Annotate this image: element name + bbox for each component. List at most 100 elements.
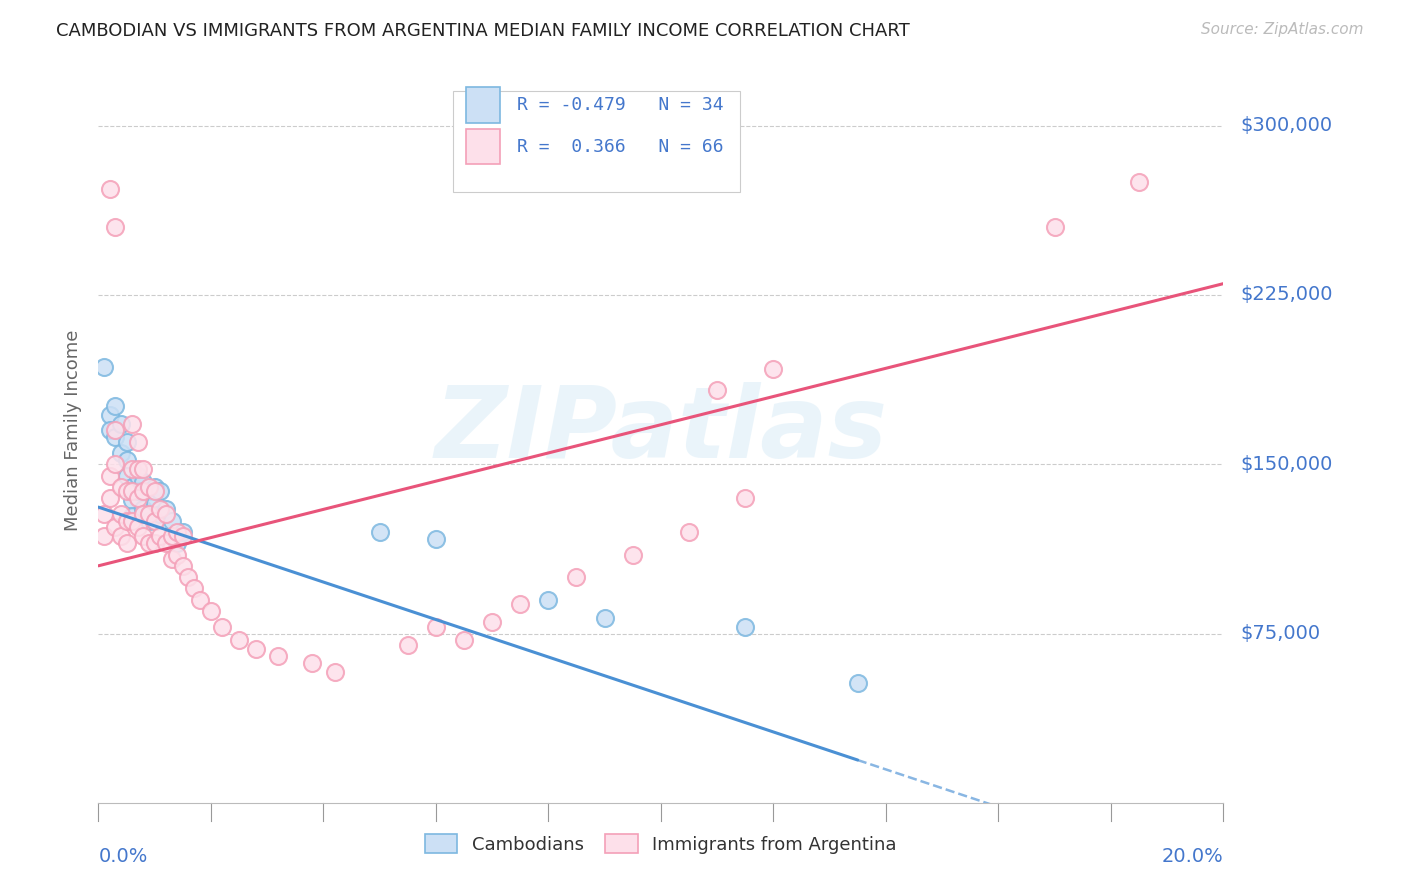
Point (110, 529, 132, 543)
Point (425, 532, 447, 546)
Point (734, 620, 756, 634)
Point (132, 484, 155, 499)
Point (132, 475, 155, 490)
Point (453, 633, 475, 648)
Point (127, 491, 149, 505)
Point (323, 665, 346, 679)
Point (368, 524, 391, 539)
Point (143, 514, 166, 528)
Point (104, 399, 127, 413)
Point (143, 480, 166, 494)
Point (127, 484, 149, 499)
Point (537, 592, 560, 607)
Point (127, 468, 149, 483)
Point (132, 502, 155, 516)
Point (138, 514, 160, 528)
Legend: Cambodians, Immigrants from Argentina: Cambodians, Immigrants from Argentina (418, 827, 904, 861)
Point (104, 423, 127, 437)
Point (98, 408, 121, 422)
Point (228, 633, 250, 648)
Point (166, 536, 188, 550)
Point (127, 520, 149, 534)
Point (149, 502, 172, 516)
Point (621, 548, 644, 562)
Point (127, 434, 149, 449)
Point (138, 507, 160, 521)
Bar (467, 128, 501, 164)
Text: $150,000: $150,000 (1240, 455, 1333, 474)
Point (593, 611, 616, 625)
Point (762, 362, 785, 376)
Point (110, 507, 132, 521)
Point (98, 182, 121, 196)
Text: 20.0%: 20.0% (1161, 847, 1223, 866)
Point (160, 529, 183, 543)
Text: $225,000: $225,000 (1240, 285, 1333, 304)
Point (138, 484, 160, 499)
Point (183, 582, 205, 596)
Point (115, 434, 138, 449)
Point (110, 417, 132, 431)
Point (143, 536, 166, 550)
Point (509, 597, 531, 611)
Point (121, 514, 143, 528)
Point (132, 462, 155, 476)
Point (1043, 220, 1066, 235)
Point (93, 529, 115, 543)
Point (115, 536, 138, 550)
Point (1128, 175, 1150, 189)
FancyBboxPatch shape (453, 92, 740, 192)
Point (267, 649, 290, 664)
Point (127, 462, 149, 476)
Point (149, 507, 172, 521)
Point (138, 536, 160, 550)
Point (155, 536, 177, 550)
Text: $300,000: $300,000 (1240, 116, 1331, 136)
Point (110, 446, 132, 460)
Point (143, 514, 166, 528)
Point (104, 520, 127, 534)
Point (143, 495, 166, 509)
Point (177, 570, 200, 584)
Point (172, 558, 194, 573)
Text: $75,000: $75,000 (1240, 624, 1320, 643)
Point (481, 615, 503, 630)
Point (98, 491, 121, 505)
Text: R =  0.366   N = 66: R = 0.366 N = 66 (517, 137, 724, 155)
Point (678, 524, 700, 539)
Point (104, 457, 127, 471)
Point (160, 514, 183, 528)
Y-axis label: Median Family Income: Median Family Income (63, 330, 82, 531)
Point (104, 220, 127, 235)
Text: ZIPatlas: ZIPatlas (434, 382, 887, 479)
Point (211, 620, 233, 634)
Point (93, 507, 115, 521)
Point (160, 552, 183, 566)
Point (132, 529, 155, 543)
Point (121, 509, 143, 524)
Point (172, 529, 194, 543)
Point (110, 480, 132, 494)
Text: Source: ZipAtlas.com: Source: ZipAtlas.com (1201, 22, 1364, 37)
Point (132, 507, 155, 521)
Point (121, 462, 143, 476)
Point (115, 452, 138, 467)
Point (104, 430, 127, 444)
Point (138, 480, 160, 494)
Text: R = -0.479   N = 34: R = -0.479 N = 34 (517, 96, 724, 114)
Point (149, 529, 172, 543)
Bar (467, 87, 501, 123)
Point (121, 493, 143, 508)
Point (121, 480, 143, 494)
Point (121, 484, 143, 499)
Point (98, 423, 121, 437)
Point (846, 676, 869, 690)
Point (200, 604, 222, 618)
Text: 0.0%: 0.0% (98, 847, 148, 866)
Point (172, 524, 194, 539)
Point (98, 468, 121, 483)
Point (301, 656, 323, 670)
Point (396, 638, 419, 652)
Point (121, 417, 143, 431)
Point (149, 484, 172, 499)
